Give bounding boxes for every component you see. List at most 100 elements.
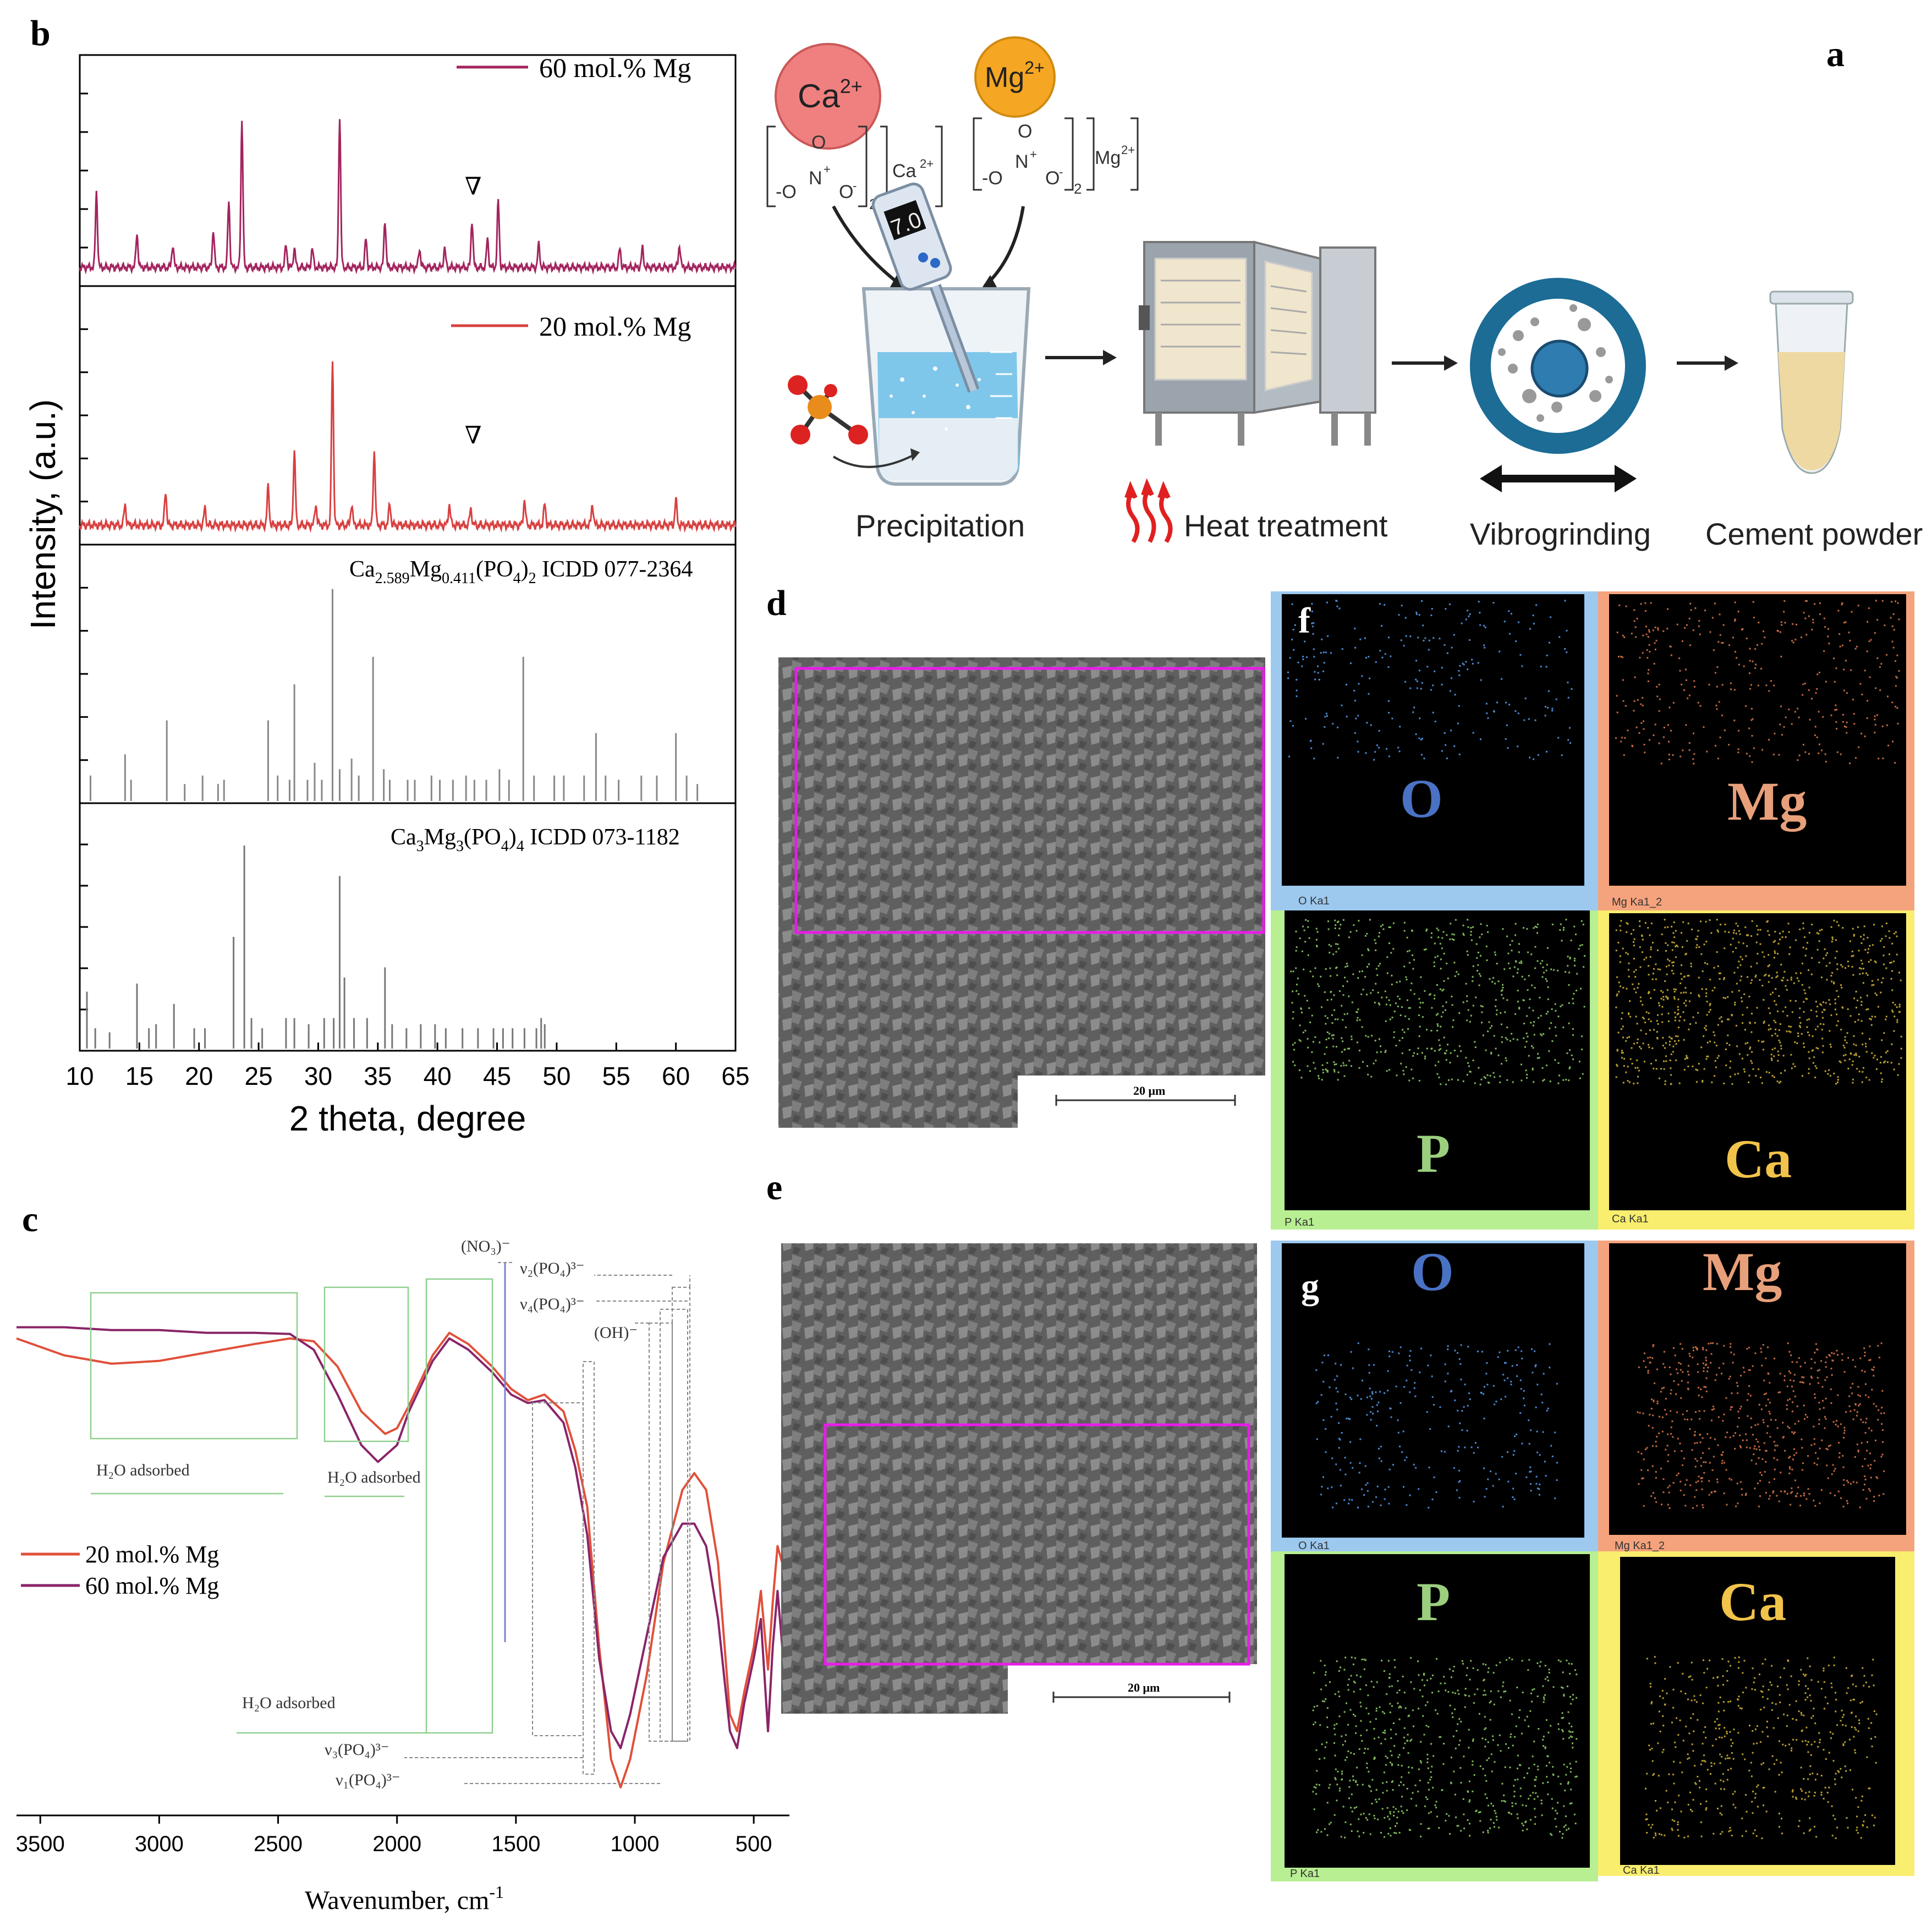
eds-maps-g: g O O Ka1 Mg Mg Ka1_2 P P Ka1 Ca Ca Ka1 <box>1271 1241 1914 1881</box>
sem-image-e: 20 μm <box>781 1243 1257 1714</box>
v4-box <box>660 1309 688 1742</box>
selection-rect-d <box>794 667 1265 934</box>
phosphate-molecule-icon <box>788 375 920 468</box>
label-no3: (NO₃)⁻ <box>461 1237 511 1255</box>
label-v2: ν₂(PO₄)³⁻ <box>520 1259 585 1277</box>
h2o-box-2 <box>323 1286 409 1442</box>
arrow-ca-to-beaker <box>832 205 903 288</box>
svg-text:O: O <box>811 132 826 153</box>
ftir-series-line <box>17 1326 786 1749</box>
label-v3: ν₃(PO₄)³⁻ <box>325 1741 389 1759</box>
xrd-frame <box>79 54 737 1052</box>
selection-rect-e <box>824 1423 1250 1666</box>
svg-text:2+: 2+ <box>920 157 934 171</box>
svg-text:+: + <box>1030 147 1037 161</box>
svg-text:+: + <box>824 162 831 176</box>
xrd-series-line <box>79 119 737 275</box>
scale-bar-box-e <box>1008 1664 1257 1714</box>
panel-label-b: b <box>30 13 51 53</box>
xrd-marker: ∇ <box>465 421 482 449</box>
ftir-series-line <box>16 1331 786 1788</box>
step-precipitation: Precipitation <box>855 508 1025 543</box>
xrd-x-tick-label: 30 <box>304 1062 332 1090</box>
xrd-x-tick-label: 20 <box>185 1062 213 1090</box>
beaker-icon <box>861 287 1031 486</box>
ftir-legend-60-label: 60 mol.% Mg <box>85 1572 219 1599</box>
panel-label-g: g <box>1301 1266 1319 1307</box>
scale-bar-box-d <box>1018 1076 1265 1128</box>
scale-label-e: 20 μm <box>1128 1681 1160 1694</box>
g-caption-O: O Ka1 <box>1298 1540 1330 1552</box>
svg-text:O: O <box>839 182 853 202</box>
panel-label-e: e <box>766 1167 782 1208</box>
ref2-label: Ca3Mg3(PO4)4 ICDD 073-1182 <box>391 825 680 855</box>
svg-text:-: - <box>853 179 857 193</box>
svg-text:Mg: Mg <box>1095 147 1121 168</box>
sem-image-d: 20 μm <box>778 657 1265 1128</box>
svg-text:O: O <box>1045 168 1060 189</box>
xrd-x-label: 2 theta, degree <box>289 1099 526 1138</box>
g-caption-Ca: Ca Ka1 <box>1623 1864 1660 1876</box>
ph-meter-icon: 7.0 <box>871 182 980 393</box>
ftir-x-tick-label: 3000 <box>135 1832 184 1856</box>
f-element-Ca: Ca <box>1725 1128 1792 1189</box>
ftir-x-tick-label: 1000 <box>611 1832 660 1856</box>
panel-label-a: a <box>1826 34 1845 74</box>
svg-text:-: - <box>1059 165 1063 179</box>
g-element-Mg: Mg <box>1703 1241 1782 1302</box>
h2o-box-1 <box>90 1292 298 1440</box>
g-element-P: P <box>1417 1571 1450 1632</box>
label-h2o-3: H₂O adsorbed <box>242 1694 336 1712</box>
oven-icon <box>1139 240 1376 446</box>
svg-text:N: N <box>1015 151 1029 172</box>
xrd-y-label: Intensity, (a.u.) <box>23 399 63 630</box>
eds-maps-f: f O O Ka1 Mg Mg Ka1_2 P P Ka1 Ca Ca Ka1 <box>1271 591 1914 1230</box>
f-caption-O: O Ka1 <box>1298 895 1330 907</box>
label-v4: ν₄(PO₄)³⁻ <box>520 1295 585 1313</box>
g-element-Ca: Ca <box>1719 1571 1786 1632</box>
mg-ion-bubble <box>974 36 1056 118</box>
svg-text:2: 2 <box>1074 180 1082 197</box>
svg-text:O: O <box>1018 121 1032 142</box>
vibrogrinder-icon <box>1470 278 1646 492</box>
mg-ion-label: Mg2+ <box>985 58 1045 94</box>
ftir-x-tick-label: 1500 <box>491 1832 540 1856</box>
xrd-x-tick-label: 65 <box>721 1062 749 1090</box>
f-element-P: P <box>1417 1123 1450 1184</box>
f-caption-Mg: Mg Ka1_2 <box>1612 896 1662 908</box>
g-element-O: O <box>1411 1241 1454 1302</box>
ftir-x-tick-label: 3500 <box>16 1832 65 1856</box>
panel-label-f: f <box>1298 601 1311 641</box>
magnesium-nitrate-formula: O N + -O O- 2 Mg 2+ <box>973 117 1139 197</box>
xrd-chart: 10 15 20 25 30 35 40 45 50 55 60 65 ∇ ∇ 2 theta, deg… <box>23 52 750 1138</box>
panel-label-c: c <box>22 1199 38 1239</box>
ftir-x-tick-label: 500 <box>736 1832 772 1856</box>
f-element-Mg: Mg <box>1727 771 1807 832</box>
xrd-x-tick-label: 35 <box>364 1062 392 1090</box>
f-caption-P: P Ka1 <box>1285 1216 1314 1228</box>
panel-label-d: d <box>766 583 787 623</box>
xrd-x-tick-label: 50 <box>542 1062 570 1090</box>
g-caption-P: P Ka1 <box>1290 1868 1320 1880</box>
ftir-legend-20-label: 20 mol.% Mg <box>85 1541 219 1568</box>
synthesis-scheme: Ca2+ Mg2+ O N+ -O O- 2 Ca 2+ O N+ -O O- … <box>766 36 1923 551</box>
label-h2o-2: H₂O adsorbed <box>327 1468 421 1486</box>
svg-text:-O: -O <box>776 182 797 202</box>
ref1-label: Ca2.589Mg0.411(PO4)2 ICDD 077-2364 <box>349 557 693 587</box>
label-oh: (OH)⁻ <box>594 1324 638 1342</box>
xrd-x-tick-label: 10 <box>65 1062 94 1090</box>
svg-text:Ca: Ca <box>892 161 916 182</box>
f-element-O: O <box>1400 768 1443 829</box>
ftir-x-tick-label: 2000 <box>372 1832 421 1856</box>
f-caption-Ca: Ca Ka1 <box>1612 1213 1649 1225</box>
label-v1: ν₁(PO₄)³⁻ <box>336 1771 400 1789</box>
svg-text:-O: -O <box>982 168 1003 189</box>
xrd-x-tick-label: 40 <box>424 1062 452 1090</box>
heat-waves-icon <box>1124 478 1173 544</box>
ca-ion-bubble <box>775 43 881 150</box>
label-h2o-1: H₂O adsorbed <box>96 1461 190 1479</box>
xrd-x-tick-label: 60 <box>662 1062 690 1090</box>
tube-icon <box>1769 290 1854 474</box>
scale-label-d: 20 μm <box>1133 1084 1165 1098</box>
